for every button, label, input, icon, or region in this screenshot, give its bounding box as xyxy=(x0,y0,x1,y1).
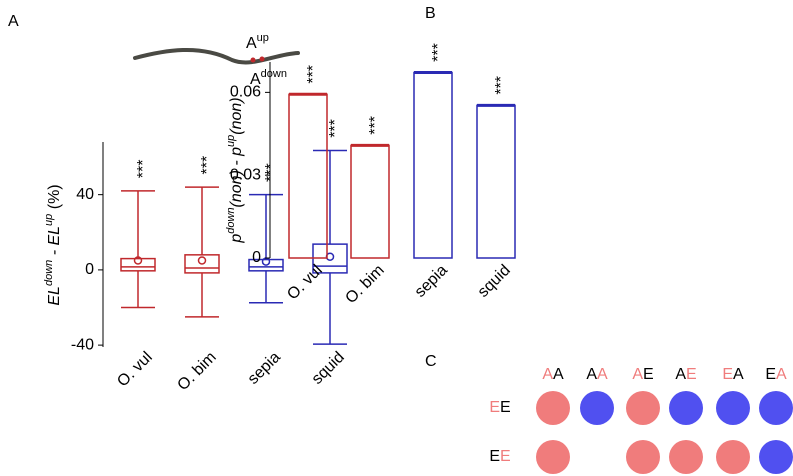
dot xyxy=(669,440,703,474)
text-part: down xyxy=(225,207,237,233)
schematic-strand xyxy=(133,47,300,65)
box xyxy=(184,254,220,274)
dot xyxy=(626,440,660,474)
text-part: down xyxy=(43,260,55,286)
text-part: EL xyxy=(46,226,63,246)
text-part: A xyxy=(250,71,261,88)
annotation: *** xyxy=(430,43,447,62)
schematic-label: Adown xyxy=(250,68,287,88)
bar xyxy=(288,93,328,259)
text-part: (non) - xyxy=(228,156,245,208)
column-header: AE xyxy=(632,366,653,383)
letter: E xyxy=(489,448,500,465)
letter: A xyxy=(675,366,686,383)
letter: E xyxy=(722,366,733,383)
x-tick-label: sepia xyxy=(412,262,451,301)
y-tick-label: 0 xyxy=(85,261,94,278)
text-part: (%) xyxy=(46,184,63,213)
annotation: *** xyxy=(263,163,280,182)
column-header: AA xyxy=(542,366,564,383)
column-header: AE xyxy=(675,366,696,383)
letter: A xyxy=(632,366,643,383)
letter: E xyxy=(643,366,654,383)
letter: E xyxy=(500,448,511,465)
bar xyxy=(476,104,516,259)
text-part: up xyxy=(257,32,269,44)
mean xyxy=(197,256,207,265)
row-label: EE xyxy=(489,399,510,416)
dot xyxy=(669,391,703,425)
dot xyxy=(536,391,570,425)
letter: E xyxy=(686,366,697,383)
letter: A xyxy=(776,366,787,383)
y-axis-label: ELdown - ELup (%) xyxy=(43,184,63,305)
x-tick-label: squid xyxy=(475,262,514,301)
text-part: A xyxy=(246,35,257,52)
row-label: EE xyxy=(489,448,510,465)
text-part: - xyxy=(46,246,63,260)
y-tick-label: 0.03 xyxy=(230,166,261,183)
schematic-dot xyxy=(259,56,265,62)
text-part: (non) xyxy=(228,97,245,134)
x-tick-label: O. vul xyxy=(284,262,326,304)
letter: E xyxy=(489,399,500,416)
letter: E xyxy=(765,366,776,383)
mean xyxy=(133,256,143,265)
schematic-dot xyxy=(250,57,256,63)
text-part: up xyxy=(43,214,55,226)
letter: A xyxy=(586,366,597,383)
column-header: AA xyxy=(586,366,608,383)
y-axis-label: pdown(non) - pup(non) xyxy=(225,97,245,243)
panel-label: B xyxy=(425,5,436,22)
panel-label: C xyxy=(425,353,437,370)
y-tick-label: 40 xyxy=(76,186,94,203)
bar xyxy=(350,144,390,259)
text-part: p xyxy=(228,147,245,157)
x-tick-label: O. vul xyxy=(114,349,156,391)
dot xyxy=(759,391,793,425)
text-part: EL xyxy=(46,286,63,306)
dot xyxy=(536,440,570,474)
y-tick-label: -40 xyxy=(71,336,94,353)
annotation: *** xyxy=(493,76,510,95)
letter: A xyxy=(733,366,744,383)
panel-label: A xyxy=(8,13,19,30)
dot xyxy=(580,391,614,425)
dot xyxy=(716,391,750,425)
box xyxy=(120,257,156,272)
x-tick-label: O. bim xyxy=(174,349,219,394)
y-tick-label: 0 xyxy=(252,249,261,266)
bar xyxy=(413,71,453,259)
annotation: *** xyxy=(135,160,152,179)
dot xyxy=(626,391,660,425)
schematic-label: Aup xyxy=(246,32,269,52)
letter: E xyxy=(500,399,511,416)
annotation: *** xyxy=(367,116,384,135)
column-header: EA xyxy=(722,366,744,383)
letter: A xyxy=(553,366,564,383)
annotation: *** xyxy=(199,156,216,175)
x-tick-label: sepia xyxy=(245,349,284,388)
text-part: down xyxy=(261,68,287,80)
column-header: EA xyxy=(765,366,787,383)
box xyxy=(248,258,284,272)
y-tick-label: 0.06 xyxy=(230,84,261,101)
annotation: *** xyxy=(305,65,322,84)
letter: A xyxy=(597,366,608,383)
text-part: up xyxy=(225,135,237,147)
annotation: *** xyxy=(327,119,344,138)
x-tick-label: squid xyxy=(309,349,348,388)
x-tick-label: O. bim xyxy=(342,262,387,307)
letter: A xyxy=(542,366,553,383)
text-part: p xyxy=(228,234,245,244)
dot xyxy=(759,440,793,474)
dot xyxy=(716,440,750,474)
